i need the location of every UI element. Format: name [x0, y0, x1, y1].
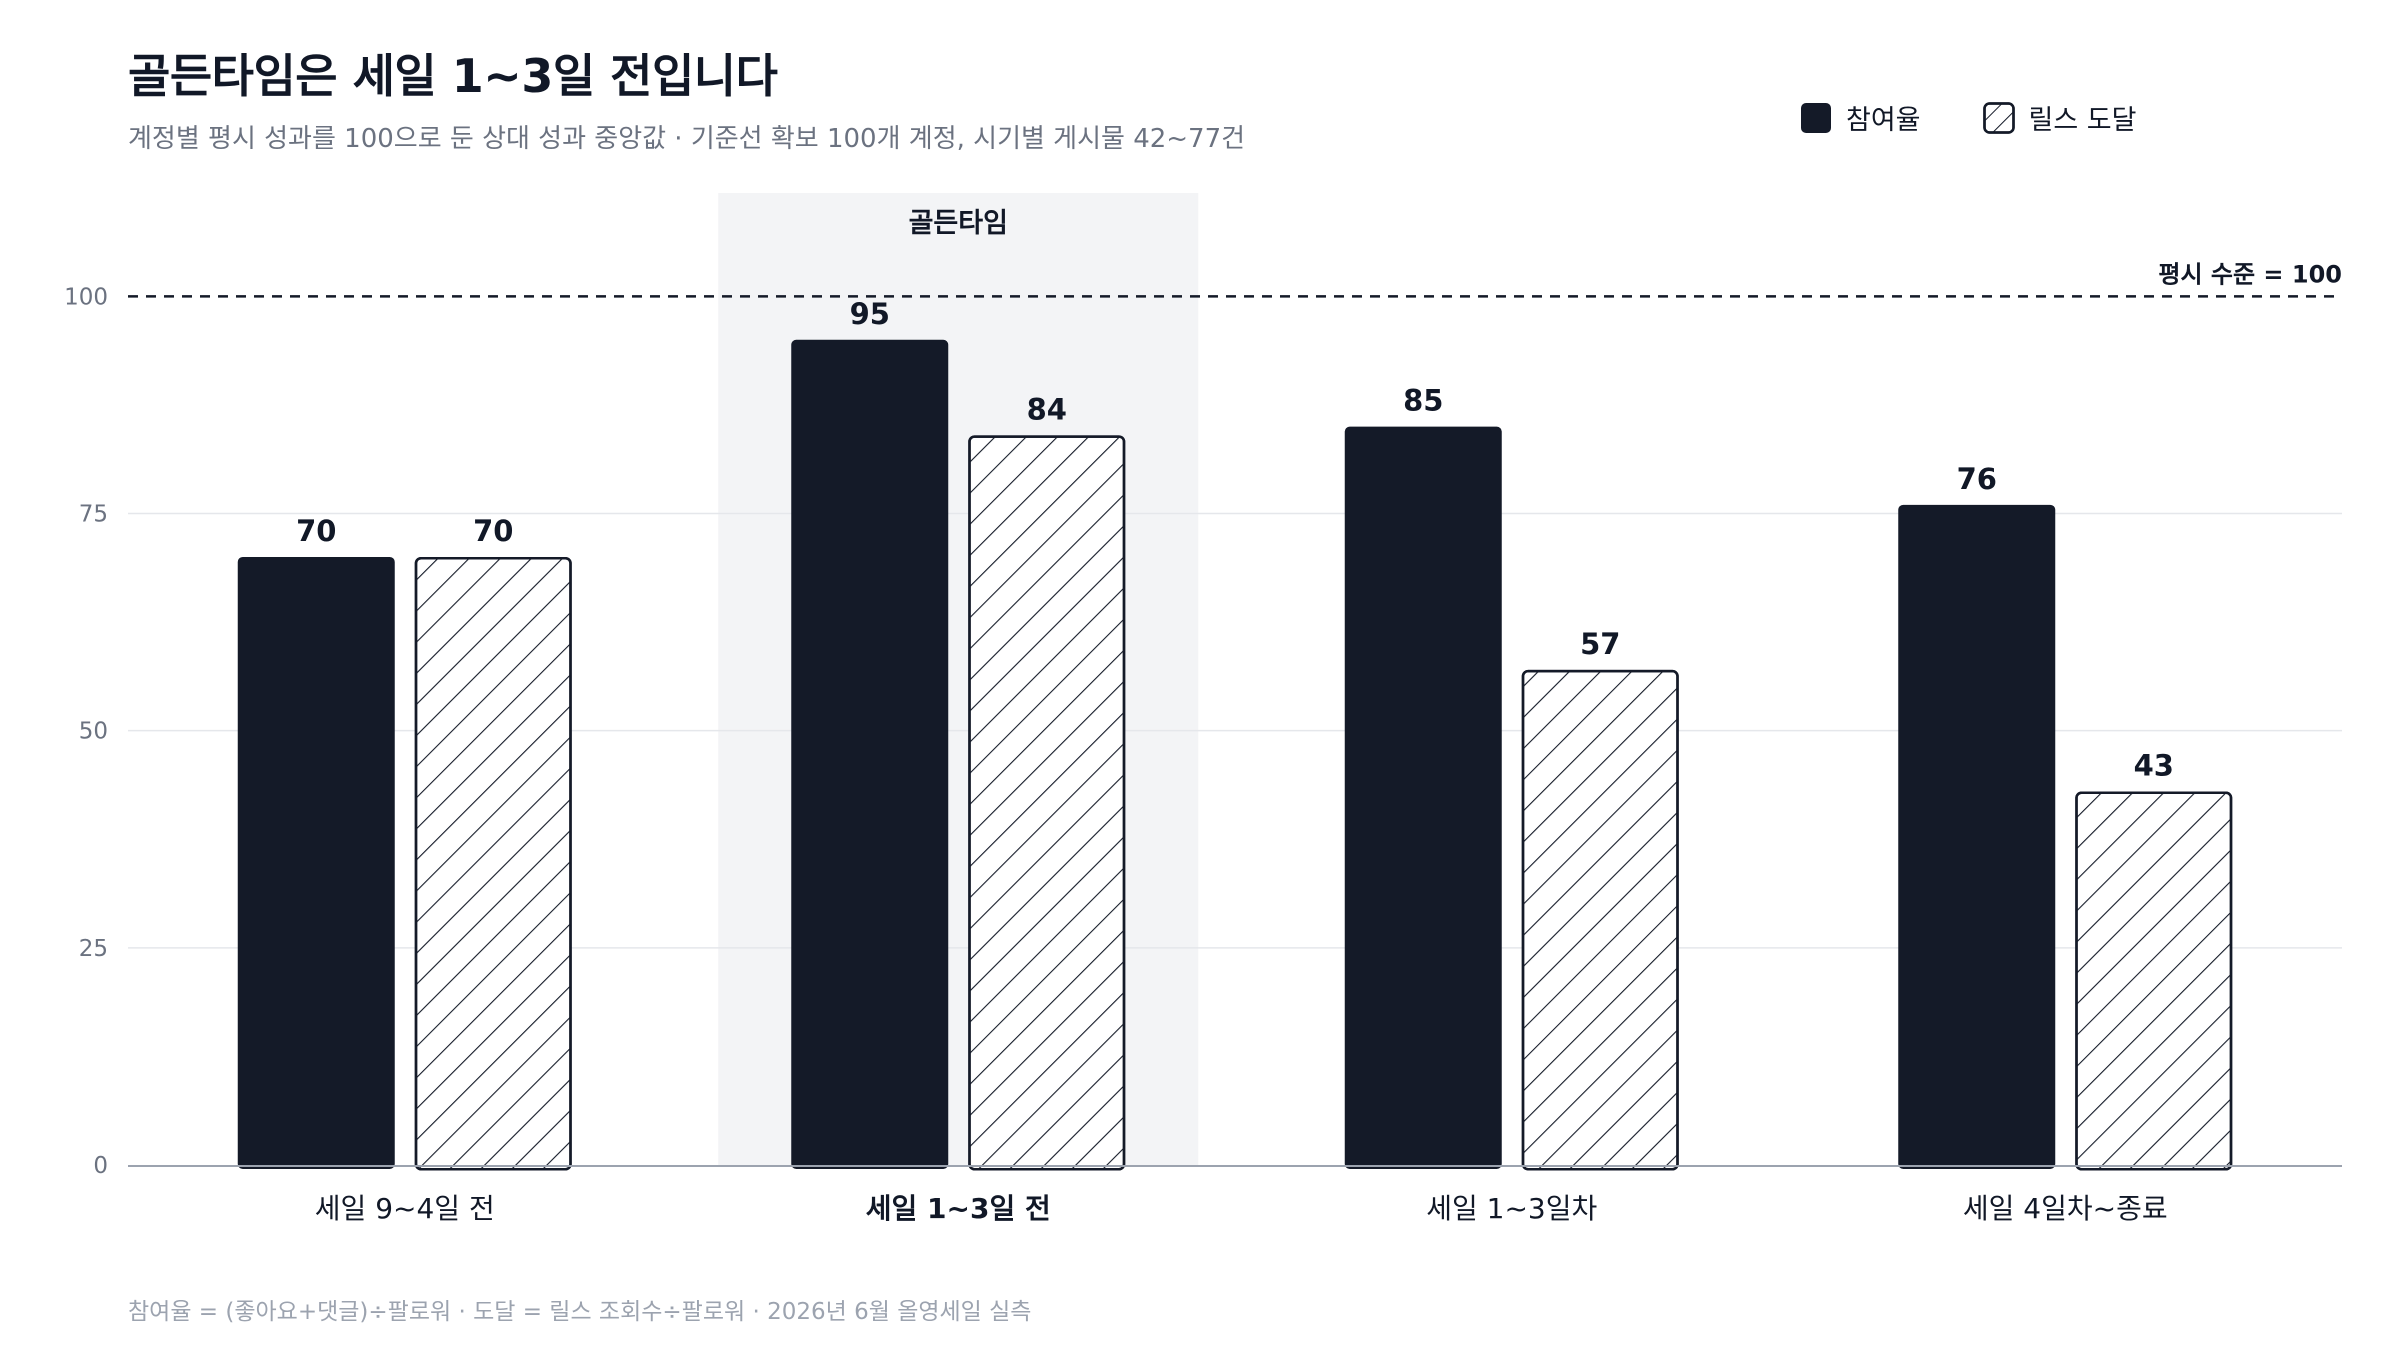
data-label: 84 — [1027, 392, 1067, 426]
data-label: 70 — [296, 514, 336, 548]
highlight-label: 골든타임 — [909, 208, 1008, 239]
chart-subtitle: 계정별 평시 성과를 100으로 둔 상대 성과 중앙값 · 기준선 확보 10… — [128, 124, 1246, 154]
bar-engagement — [1898, 504, 2056, 1169]
legend-label-reels-reach: 릴스 도달 — [2028, 105, 2137, 136]
highlight-band — [718, 193, 1199, 1165]
legend: 참여율 릴스 도달 — [1800, 98, 2136, 137]
data-label: 43 — [2134, 748, 2174, 782]
x-category-label: 세일 9~4일 전 — [315, 1192, 495, 1225]
bar-reels-reach — [414, 556, 572, 1171]
data-label: 85 — [1403, 384, 1443, 418]
data-label: 95 — [850, 297, 890, 331]
chart-footer-note: 참여율 = (좋아요+댓글)÷팔로워 · 도달 = 릴스 조회수÷팔로워 · 2… — [128, 1299, 1032, 1325]
legend-item-reels-reach: 릴스 도달 — [1982, 98, 2137, 137]
data-label: 70 — [473, 514, 513, 548]
bar-reels-reach — [968, 435, 1126, 1171]
legend-swatch-hatched — [1982, 101, 2015, 134]
reference-line-label: 평시 수준 = 100 — [2158, 260, 2342, 288]
x-category-label: 세일 4일차~종료 — [1963, 1192, 2168, 1225]
data-label: 57 — [1580, 627, 1620, 661]
bar-reels-reach — [1521, 669, 1679, 1171]
legend-swatch-solid — [1801, 102, 1831, 133]
bar-engagement — [1344, 426, 1502, 1169]
bar-reels-reach — [2075, 791, 2233, 1171]
y-tick-label: 25 — [79, 936, 108, 962]
data-label: 76 — [1957, 462, 1997, 496]
chart-title: 골든타임은 세일 1~3일 전입니다 — [128, 49, 778, 103]
y-tick-label: 0 — [93, 1153, 108, 1179]
y-tick-label: 75 — [79, 502, 108, 528]
y-tick-label: 50 — [79, 719, 108, 745]
x-category-label: 세일 1~3일 전 — [866, 1192, 1051, 1225]
y-tick-label: 100 — [64, 284, 108, 310]
bar-engagement — [237, 556, 395, 1169]
x-category-label: 세일 1~3일차 — [1426, 1192, 1597, 1225]
bar-engagement — [791, 339, 949, 1169]
legend-label-engagement: 참여율 — [1846, 105, 1921, 136]
legend-item-engagement: 참여율 — [1800, 98, 1921, 137]
